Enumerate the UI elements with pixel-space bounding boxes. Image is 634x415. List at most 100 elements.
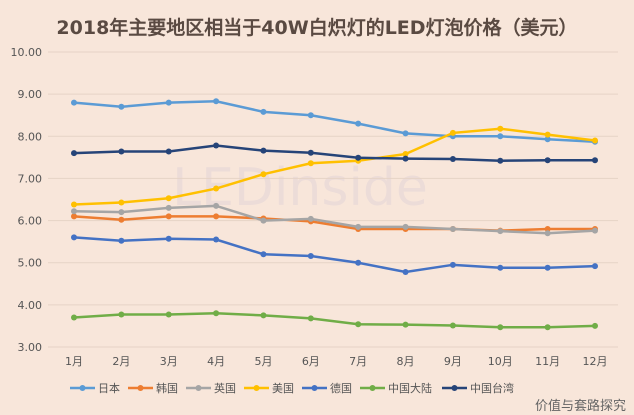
legend-marker — [79, 385, 86, 391]
data-point — [592, 263, 598, 270]
series-美国 — [71, 125, 598, 208]
series-中国台湾 — [71, 142, 598, 164]
data-point — [449, 322, 456, 329]
series-中国大陆 — [71, 310, 598, 331]
data-point — [213, 236, 220, 243]
corner-watermark: 价值与套路探究 — [535, 398, 626, 414]
x-tick-label: 5月 — [254, 355, 272, 368]
legend-label: 韩国 — [156, 381, 178, 395]
data-point — [307, 160, 314, 167]
x-tick-label: 3月 — [160, 355, 178, 368]
data-point — [592, 322, 598, 329]
data-point — [355, 321, 362, 328]
x-tick-label: 2月 — [112, 355, 130, 368]
data-point — [71, 99, 77, 106]
data-point — [497, 228, 504, 235]
data-point — [497, 324, 504, 331]
y-tick-label: 3.00 — [18, 341, 43, 354]
data-point — [71, 208, 77, 215]
legend-label: 英国 — [214, 381, 236, 395]
data-point — [213, 98, 220, 105]
data-point — [497, 125, 504, 132]
series-line — [73, 100, 596, 144]
data-point — [165, 148, 172, 155]
x-tick-label: 9月 — [444, 355, 462, 368]
chart-title: 2018年主要地区相当于40W白炽灯的LED灯泡价格（美元） — [56, 16, 577, 39]
x-tick-label: 7月 — [349, 355, 367, 368]
series-line — [73, 312, 596, 329]
legend-item: 日本 — [70, 381, 120, 395]
data-point — [544, 264, 551, 271]
data-point — [213, 185, 220, 192]
y-tick-label: 7.00 — [18, 172, 43, 185]
data-point — [402, 130, 409, 137]
data-point — [592, 157, 598, 164]
legend-marker — [311, 385, 318, 391]
data-point — [165, 235, 172, 242]
legend-label: 日本 — [98, 381, 120, 395]
data-point — [165, 204, 172, 211]
series-line — [73, 236, 596, 274]
series-德国 — [71, 234, 598, 275]
data-point — [71, 314, 77, 321]
legend-label: 中国大陆 — [388, 381, 432, 395]
legend-marker — [195, 385, 202, 391]
data-point — [71, 150, 77, 157]
data-point — [402, 321, 409, 328]
legend-marker — [369, 385, 376, 391]
data-point — [165, 213, 172, 220]
data-point — [213, 202, 220, 209]
data-point — [544, 324, 551, 331]
data-point — [213, 142, 220, 149]
data-point — [307, 149, 314, 156]
data-point — [307, 315, 314, 322]
data-point — [402, 223, 409, 230]
data-point — [355, 154, 362, 161]
legend: 日本 韩国 英国 美国 德国 中国大陆 中国台湾 — [70, 381, 514, 395]
data-point — [307, 252, 314, 259]
y-tick-label: 4.00 — [18, 299, 43, 312]
y-tick-label: 10.00 — [11, 46, 43, 59]
data-point — [260, 108, 267, 115]
data-point — [307, 112, 314, 119]
data-point — [71, 201, 77, 208]
data-point — [307, 215, 314, 222]
data-point — [497, 157, 504, 164]
legend-item: 韩国 — [128, 381, 178, 395]
series-英国 — [71, 202, 598, 237]
data-point — [165, 99, 172, 106]
legend-marker — [253, 385, 260, 391]
data-point — [213, 213, 220, 220]
data-point — [449, 156, 456, 163]
data-point — [118, 216, 125, 223]
data-point — [118, 103, 125, 110]
y-tick-label: 9.00 — [18, 88, 43, 101]
legend-label: 美国 — [272, 382, 294, 395]
data-point — [402, 150, 409, 157]
data-point — [449, 129, 456, 136]
x-tick-label: 10月 — [488, 355, 513, 368]
data-point — [402, 268, 409, 275]
legend-marker — [451, 385, 458, 391]
data-point — [449, 226, 456, 232]
data-point — [497, 264, 504, 271]
data-point — [355, 120, 362, 127]
x-tick-label: 4月 — [207, 355, 225, 368]
data-point — [71, 234, 77, 241]
legend-item: 中国大陆 — [360, 381, 432, 395]
legend-label: 德国 — [330, 381, 352, 395]
data-point — [355, 259, 362, 266]
y-tick-label: 6.00 — [18, 215, 43, 228]
data-point — [118, 209, 125, 216]
data-point — [213, 310, 220, 317]
x-tick-label: 12月 — [583, 355, 608, 368]
legend-item: 英国 — [186, 381, 236, 395]
data-point — [165, 311, 172, 318]
data-point — [260, 312, 267, 319]
legend-label: 中国台湾 — [470, 381, 514, 395]
data-point — [165, 195, 172, 202]
data-point — [592, 227, 598, 234]
y-tick-label: 5.00 — [18, 257, 43, 270]
data-point — [260, 217, 267, 224]
